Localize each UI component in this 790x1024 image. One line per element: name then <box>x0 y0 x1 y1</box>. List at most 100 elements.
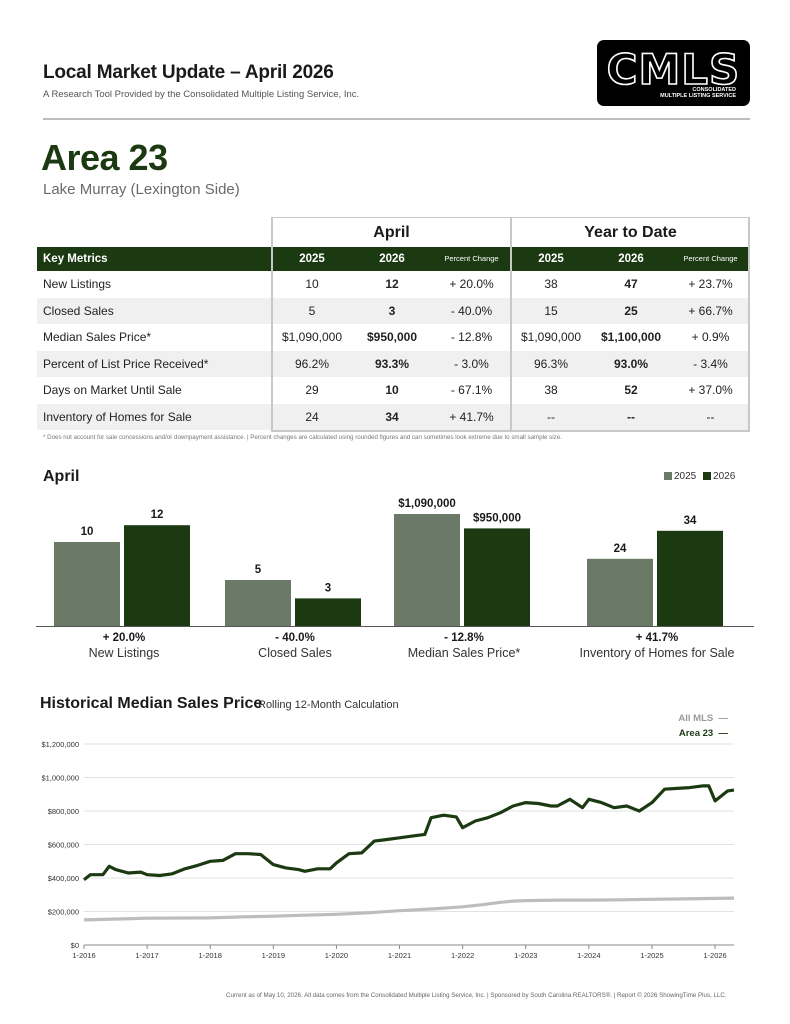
metric-value-y26: 52 <box>624 383 638 397</box>
table-header-row: Key Metrics 2025 2026 Percent Change 202… <box>37 247 750 271</box>
metric-value-y25: 96.3% <box>533 356 569 371</box>
x-tick-label: 1-2019 <box>262 951 285 960</box>
april-pct-header: Percent Change <box>444 254 499 263</box>
bar-group-change: - 12.8% <box>444 632 484 644</box>
metric-value-a26: $950,000 <box>366 330 418 344</box>
metric-value-a25: 29 <box>305 383 319 397</box>
bar-value-label: 10 <box>81 526 94 538</box>
x-tick-label: 1-2022 <box>451 951 474 960</box>
metric-value-y25: -- <box>547 409 555 424</box>
table-vline-mid <box>510 217 512 432</box>
table-row: New Listings 10 12 + 20.0% 38 47 + 23.7% <box>37 271 750 298</box>
metric-value-a25: 96.2% <box>294 356 330 371</box>
metric-label: Median Sales Price* <box>43 330 152 344</box>
table-bottom-border <box>272 430 750 432</box>
bar-value-label: 3 <box>325 582 331 594</box>
metric-label: Percent of List Price Received* <box>43 356 209 371</box>
metric-value-apct: - 67.1% <box>450 383 493 397</box>
logo-sub-line1: CONSOLIDATED <box>692 87 736 93</box>
metric-value-ypct: -- <box>706 409 715 424</box>
metric-value-a25: 10 <box>305 277 319 291</box>
key-metrics-header: Key Metrics <box>43 253 108 265</box>
metric-label: Closed Sales <box>43 303 114 318</box>
x-tick-label: 1-2016 <box>72 951 95 960</box>
legend-2026-label: 2026 <box>713 471 736 482</box>
bar-2026-1 <box>295 598 361 626</box>
y-tick-label: $800,000 <box>48 807 79 816</box>
april-bar-chart: 10 12 5 3 $1,090,000 $950,000 24 34 <box>36 498 754 627</box>
metric-value-apct: - 3.0% <box>454 356 489 371</box>
bar-group-caption: - 12.8% Median Sales Price* <box>379 632 549 660</box>
table-row: Inventory of Homes for Sale 24 34 + 41.7% --… <box>37 403 750 430</box>
table-row: Days on Market Until Sale 29 10 - 67.1% 38 52… <box>37 377 750 404</box>
y-tick-label: $600,000 <box>48 841 79 850</box>
metric-value-a26: 10 <box>385 383 399 397</box>
metric-label: Days on Market Until Sale <box>43 383 182 397</box>
metric-value-a26: 12 <box>385 277 399 291</box>
bar-group-caption: + 20.0% New Listings <box>39 632 209 660</box>
x-tick-label: 1-2020 <box>325 951 348 960</box>
table-row: Percent of List Price Received* 96.2% 93.3… <box>37 350 750 377</box>
april-chart-title: April <box>43 468 80 485</box>
metric-value-a25: $1,090,000 <box>281 330 343 344</box>
bar-2025-1 <box>225 580 291 626</box>
metric-label: Inventory of Homes for Sale <box>43 409 192 424</box>
legend-all-mls: All MLS — <box>678 713 728 724</box>
metric-value-y26: 25 <box>624 303 638 318</box>
metric-value-a25: 24 <box>305 409 319 424</box>
page-footer: Current as of May 10, 2026. All data com… <box>226 992 727 999</box>
bar-value-label: 12 <box>151 509 164 521</box>
table-row: Median Sales Price* $1,090,000 $950,000 - 1… <box>37 324 750 351</box>
metric-value-a26: 93.3% <box>374 356 410 371</box>
bar-2026-2 <box>464 528 530 626</box>
bar-2025-0 <box>54 542 120 626</box>
table-row: Closed Sales 5 3 - 40.0% 15 25 + 66.7% <box>37 297 750 324</box>
ytd-group-header: Year to Date <box>511 217 750 247</box>
bar-2025-3 <box>587 558 653 626</box>
header-divider <box>43 118 750 120</box>
bar-value-label: 24 <box>614 543 627 555</box>
legend-area-23: Area 23 — <box>678 728 728 739</box>
bar-group-change: + 41.7% <box>635 632 679 644</box>
metric-value-y25: 15 <box>544 303 558 318</box>
bar-group-caption: - 40.0% Closed Sales <box>210 632 380 660</box>
bar-group-name: Median Sales Price* <box>407 646 521 660</box>
legend-2026-swatch <box>703 472 712 480</box>
metric-value-y25: 38 <box>544 383 558 397</box>
table-vline-right <box>748 217 750 432</box>
x-tick-label: 1-2017 <box>135 951 158 960</box>
metric-value-y25: 38 <box>544 277 558 291</box>
metric-value-a26: 34 <box>385 409 399 424</box>
area-title: Area 23 <box>41 137 168 178</box>
x-tick-label: 1-2018 <box>199 951 222 960</box>
cmls-logo: CMLS CONSOLIDATED MULTIPLE LISTING SERVI… <box>597 40 750 106</box>
metric-value-y25: $1,090,000 <box>520 330 582 344</box>
series-line-all-mls <box>83 896 735 922</box>
x-tick-label: 1-2026 <box>703 951 726 960</box>
report-subtitle: A Research Tool Provided by the Consolid… <box>43 89 360 100</box>
metric-value-ypct: - 3.4% <box>693 356 728 371</box>
legend-area-23-label: Area 23 <box>678 728 714 739</box>
bar-value-label: $950,000 <box>473 512 521 524</box>
bar-value-label: 34 <box>684 515 697 527</box>
metric-value-y26: 47 <box>624 277 638 291</box>
x-tick-label: 1-2021 <box>388 951 411 960</box>
y-tick-label: $1,000,000 <box>41 774 79 783</box>
metric-value-ypct: + 23.7% <box>688 277 733 291</box>
bar-group-caption: + 41.7% Inventory of Homes for Sale <box>572 632 742 660</box>
logo-subtext: CONSOLIDATED MULTIPLE LISTING SERVICE <box>660 87 736 99</box>
metric-value-y26: 93.0% <box>613 356 649 371</box>
metric-value-ypct: + 0.9% <box>691 330 730 344</box>
april-chart-legend: 2025 2026 <box>664 471 735 482</box>
metric-value-apct: + 41.7% <box>449 409 494 424</box>
metric-label: New Listings <box>43 277 112 291</box>
bar-2026-3 <box>657 530 723 626</box>
y-tick-label: $400,000 <box>48 874 79 883</box>
area-subtitle: Lake Murray (Lexington Side) <box>43 181 240 198</box>
x-tick-label: 1-2024 <box>577 951 600 960</box>
logo-text: CMLS <box>606 44 741 95</box>
bar-2025-2 <box>394 514 460 626</box>
metric-value-y26: $1,100,000 <box>600 330 662 344</box>
metric-value-apct: + 20.0% <box>449 277 494 291</box>
bar-group-name: New Listings <box>88 646 160 660</box>
